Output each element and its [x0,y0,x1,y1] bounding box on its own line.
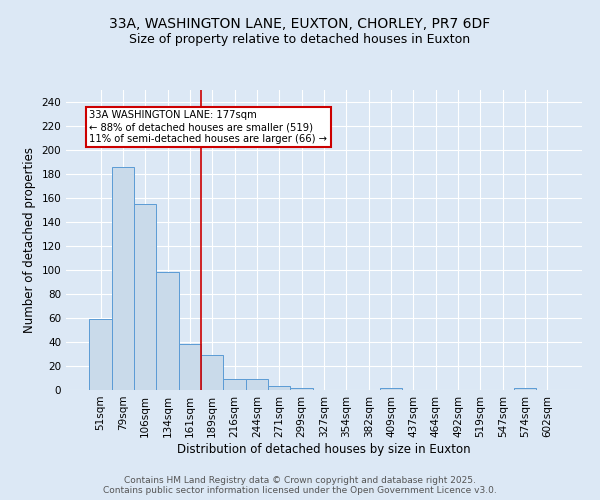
Bar [179,344,201,390]
Bar [290,388,313,390]
Bar [112,167,134,390]
Bar [380,388,402,390]
Y-axis label: Number of detached properties: Number of detached properties [23,147,36,333]
X-axis label: Distribution of detached houses by size in Euxton: Distribution of detached houses by size … [177,442,471,456]
Bar [89,319,112,390]
Text: Size of property relative to detached houses in Euxton: Size of property relative to detached ho… [130,32,470,46]
Text: 33A WASHINGTON LANE: 177sqm
← 88% of detached houses are smaller (519)
11% of se: 33A WASHINGTON LANE: 177sqm ← 88% of det… [89,110,328,144]
Bar [514,388,536,390]
Bar [246,379,268,390]
Bar [201,355,223,390]
Bar [268,386,290,390]
Text: 33A, WASHINGTON LANE, EUXTON, CHORLEY, PR7 6DF: 33A, WASHINGTON LANE, EUXTON, CHORLEY, P… [109,18,491,32]
Text: Contains HM Land Registry data © Crown copyright and database right 2025.
Contai: Contains HM Land Registry data © Crown c… [103,476,497,495]
Bar [134,204,157,390]
Bar [223,379,246,390]
Bar [157,272,179,390]
